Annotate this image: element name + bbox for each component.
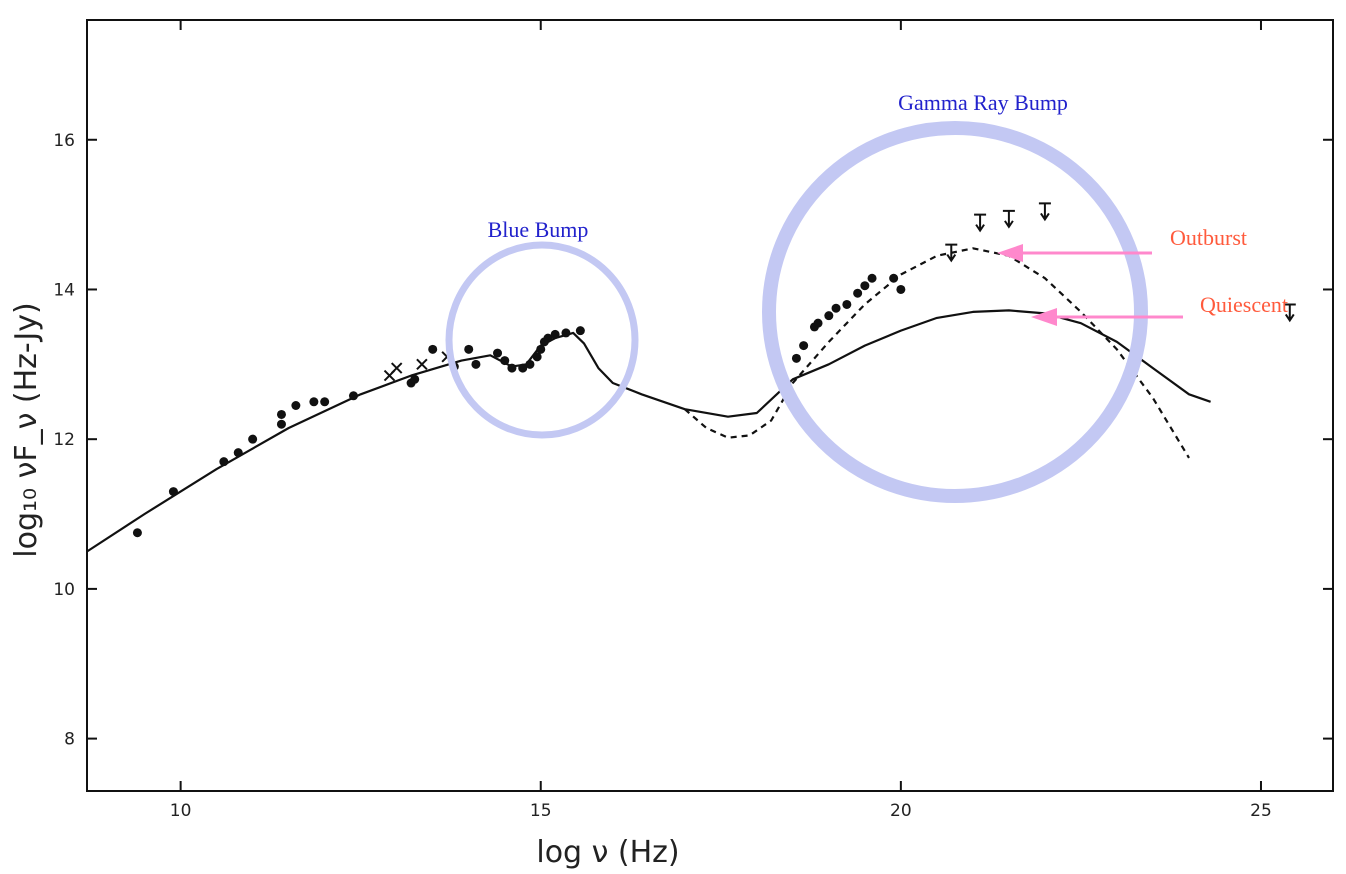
x-tick-label: 15 (530, 801, 552, 821)
y-tick-label: 10 (53, 580, 75, 600)
data-point (493, 348, 503, 358)
y-tick-label: 12 (53, 430, 75, 450)
quiescent-label: Quiescent (1200, 292, 1288, 317)
outburst-model-curve (684, 247, 1190, 459)
data-point (532, 352, 542, 362)
data-point (867, 273, 877, 283)
data-point (348, 391, 358, 401)
data-point (309, 397, 319, 407)
gamma-ray-bump-circle (762, 121, 1148, 503)
data-point (500, 356, 510, 366)
data-point (291, 401, 301, 410)
data-point (248, 434, 258, 444)
data-point (896, 284, 906, 294)
model-curves (86, 247, 1211, 553)
blue-bump-label: Blue Bump (488, 217, 589, 242)
data-markers (132, 202, 1296, 538)
y-tick-label: 8 (64, 730, 75, 750)
data-point (276, 409, 286, 419)
data-point (853, 288, 863, 298)
data-point (536, 344, 546, 354)
x-tick-label: 10 (170, 801, 192, 821)
data-point (889, 273, 899, 283)
outburst-arrow-head (997, 244, 1023, 262)
y-axis-label: log₁₀ νF_ν (Hz-Jy) (9, 302, 44, 557)
data-point (813, 318, 823, 328)
data-point (525, 359, 535, 369)
data-point (824, 311, 834, 321)
x-axis-ticks: 10 15 20 25 (170, 20, 1272, 821)
y-axis-ticks: 8 10 12 14 16 (53, 131, 1333, 750)
x-tick-label: 20 (890, 801, 912, 821)
plot-frame (86, 19, 1334, 792)
data-cross (416, 358, 428, 371)
data-point (550, 329, 560, 339)
upper-limit-marker (1283, 303, 1296, 323)
annotation-arrows (997, 244, 1183, 326)
data-point (799, 341, 809, 351)
data-point (428, 344, 438, 354)
data-point (233, 448, 243, 458)
bump-highlights (445, 121, 1148, 503)
data-point (543, 333, 553, 343)
data-point (219, 457, 229, 467)
upper-limit-marker (1038, 202, 1051, 222)
upper-limit-marker (945, 243, 958, 263)
data-point (518, 363, 528, 373)
data-point (168, 487, 178, 497)
quiescent-model-curve (86, 309, 1211, 553)
data-point (507, 363, 517, 373)
plot-border (86, 19, 1334, 792)
data-point (132, 528, 142, 538)
data-point (831, 303, 841, 313)
data-point (842, 299, 852, 309)
x-axis-label: log ν (Hz) (536, 835, 679, 870)
y-tick-label: 16 (53, 131, 75, 151)
data-point (791, 353, 801, 363)
data-point (464, 344, 474, 354)
outburst-label: Outburst (1170, 225, 1247, 250)
data-point (410, 374, 420, 384)
quiescent-arrow-head (1031, 308, 1057, 326)
data-point (471, 359, 481, 369)
data-point (276, 419, 286, 429)
blue-bump-circle (445, 241, 639, 439)
gamma-ray-bump-label: Gamma Ray Bump (898, 90, 1068, 115)
x-tick-label: 25 (1250, 801, 1272, 821)
data-point (320, 397, 330, 407)
y-tick-label: 14 (53, 280, 75, 300)
data-point (860, 281, 870, 291)
data-point (575, 326, 585, 336)
upper-limit-marker (1002, 209, 1015, 229)
data-point (561, 328, 571, 338)
upper-limit-marker (974, 213, 987, 233)
data-cross (390, 362, 403, 374)
